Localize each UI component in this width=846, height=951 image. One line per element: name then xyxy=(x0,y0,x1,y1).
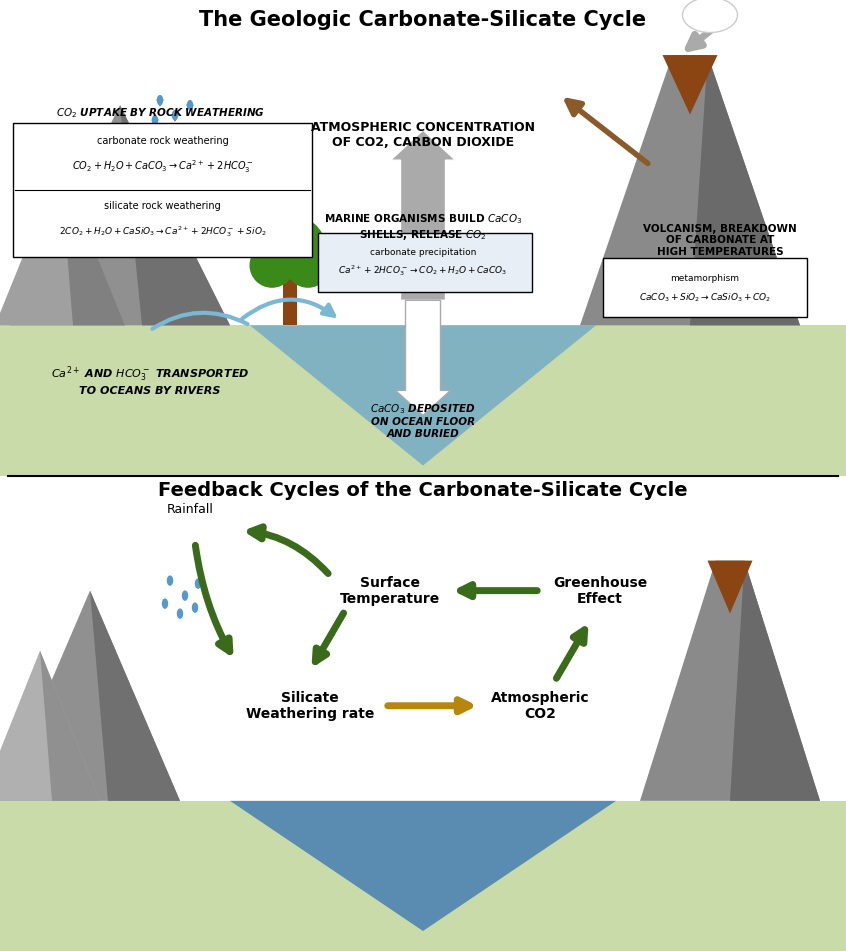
Text: silicate rock weathering: silicate rock weathering xyxy=(104,201,221,211)
Text: metamorphism: metamorphism xyxy=(671,274,739,282)
FancyArrowPatch shape xyxy=(460,585,537,596)
Text: VOLCANISM, BREAKDOWN
OF CARBONATE AT
HIGH TEMPERATURES: VOLCANISM, BREAKDOWN OF CARBONATE AT HIG… xyxy=(643,223,797,257)
Ellipse shape xyxy=(162,599,168,608)
Ellipse shape xyxy=(255,215,325,275)
Polygon shape xyxy=(40,650,100,801)
Ellipse shape xyxy=(188,101,193,109)
Ellipse shape xyxy=(250,243,294,288)
Text: carbonate rock weathering: carbonate rock weathering xyxy=(96,136,228,146)
Text: Atmospheric
CO2: Atmospheric CO2 xyxy=(491,690,590,721)
Circle shape xyxy=(160,20,210,70)
Bar xyxy=(0,325,846,476)
Circle shape xyxy=(182,520,211,550)
Polygon shape xyxy=(690,55,800,325)
Text: Feedback Cycles of the Carbonate-Silicate Cycle: Feedback Cycles of the Carbonate-Silicat… xyxy=(158,480,688,499)
Text: $Ca^{2+}$ AND $HCO_3^-$ TRANSPORTED
TO OCEANS BY RIVERS: $Ca^{2+}$ AND $HCO_3^-$ TRANSPORTED TO O… xyxy=(51,365,250,396)
FancyBboxPatch shape xyxy=(603,259,807,318)
Polygon shape xyxy=(90,591,180,801)
Ellipse shape xyxy=(178,610,183,618)
Polygon shape xyxy=(250,325,596,465)
Ellipse shape xyxy=(173,110,178,120)
Ellipse shape xyxy=(168,130,173,140)
Ellipse shape xyxy=(183,126,188,135)
FancyArrow shape xyxy=(395,301,451,416)
Text: $Ca^{2+} + 2HCO_3^- \rightarrow CO_2 + H_2O + CaCO_3$: $Ca^{2+} + 2HCO_3^- \rightarrow CO_2 + H… xyxy=(338,262,508,278)
Circle shape xyxy=(176,34,209,67)
Circle shape xyxy=(201,519,228,546)
FancyBboxPatch shape xyxy=(13,123,312,258)
Circle shape xyxy=(160,512,193,545)
Polygon shape xyxy=(580,55,800,325)
Ellipse shape xyxy=(193,603,197,612)
Polygon shape xyxy=(662,55,717,114)
Circle shape xyxy=(168,509,212,553)
FancyArrowPatch shape xyxy=(567,101,648,164)
FancyArrowPatch shape xyxy=(316,613,343,662)
Text: The Geologic Carbonate-Silicate Cycle: The Geologic Carbonate-Silicate Cycle xyxy=(200,10,646,30)
FancyArrowPatch shape xyxy=(250,527,328,573)
Polygon shape xyxy=(707,560,752,613)
FancyArrowPatch shape xyxy=(689,17,728,49)
Polygon shape xyxy=(0,591,180,801)
Text: $CO_2$ UPTAKE BY ROCK WEATHERING: $CO_2$ UPTAKE BY ROCK WEATHERING xyxy=(56,107,265,120)
Text: $CaCO_3 + SiO_2 \rightarrow CaSiO_3 + CO_2$: $CaCO_3 + SiO_2 \rightarrow CaSiO_3 + CO… xyxy=(639,291,771,303)
Ellipse shape xyxy=(183,592,188,600)
Polygon shape xyxy=(10,106,230,325)
Circle shape xyxy=(187,512,220,545)
Text: $CaCO_3$ DEPOSITED
ON OCEAN FLOOR
AND BURIED: $CaCO_3$ DEPOSITED ON OCEAN FLOOR AND BU… xyxy=(371,402,475,439)
Text: Rainfall: Rainfall xyxy=(167,502,213,515)
Text: $CO_2 + H_2O + CaCO_3 \rightarrow Ca^{2+} + 2HCO_3^-$: $CO_2 + H_2O + CaCO_3 \rightarrow Ca^{2+… xyxy=(72,159,254,175)
Ellipse shape xyxy=(683,0,738,32)
Ellipse shape xyxy=(157,96,162,105)
Polygon shape xyxy=(640,560,820,801)
Circle shape xyxy=(142,32,173,63)
Circle shape xyxy=(152,519,179,546)
Text: carbonate precipitation: carbonate precipitation xyxy=(370,248,476,257)
Text: ATMOSPHERIC CONCENTRATION
OF CO2, CARBON DIOXIDE: ATMOSPHERIC CONCENTRATION OF CO2, CARBON… xyxy=(311,121,535,149)
Text: Surface
Temperature: Surface Temperature xyxy=(340,575,440,606)
Circle shape xyxy=(169,520,198,550)
Text: Greenhouse
Effect: Greenhouse Effect xyxy=(553,575,647,606)
FancyArrowPatch shape xyxy=(152,313,248,329)
FancyArrowPatch shape xyxy=(242,300,334,319)
Circle shape xyxy=(151,24,189,61)
Ellipse shape xyxy=(152,116,157,125)
Polygon shape xyxy=(0,165,125,325)
Polygon shape xyxy=(230,801,616,931)
Polygon shape xyxy=(730,560,820,801)
FancyBboxPatch shape xyxy=(318,233,532,292)
Circle shape xyxy=(197,32,228,63)
Polygon shape xyxy=(60,165,125,325)
Polygon shape xyxy=(0,650,100,801)
Text: MARINE ORGANISMS BUILD $CaCO_3$
SHELLS, RELEASE $CO_2$: MARINE ORGANISMS BUILD $CaCO_3$ SHELLS, … xyxy=(324,212,522,243)
Circle shape xyxy=(181,24,219,61)
FancyArrowPatch shape xyxy=(195,545,230,651)
Polygon shape xyxy=(120,106,230,325)
Ellipse shape xyxy=(195,579,201,588)
Circle shape xyxy=(162,34,194,67)
Text: Silicate
Weathering rate: Silicate Weathering rate xyxy=(246,690,374,721)
Bar xyxy=(0,801,846,951)
FancyArrowPatch shape xyxy=(557,630,585,678)
Ellipse shape xyxy=(168,576,173,585)
Bar xyxy=(283,275,297,325)
Text: $2CO_2 + H_2O + CaSiO_3 \rightarrow Ca^{2+} + 2HCO_3^- + SiO_2$: $2CO_2 + H_2O + CaSiO_3 \rightarrow Ca^{… xyxy=(58,224,266,240)
FancyArrow shape xyxy=(391,130,455,301)
FancyArrowPatch shape xyxy=(387,700,470,712)
Ellipse shape xyxy=(285,243,331,288)
